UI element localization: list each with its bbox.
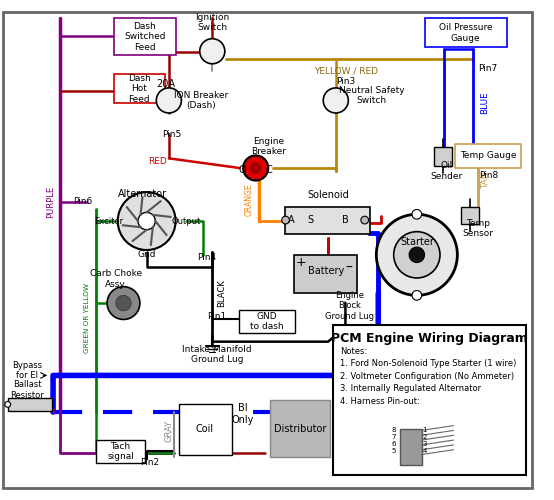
- Text: Notes:: Notes:: [340, 347, 367, 356]
- Text: Battery: Battery: [308, 266, 344, 276]
- Text: Dash
Hot
Feed: Dash Hot Feed: [128, 74, 151, 104]
- Text: 2. Voltmeter Configuration (No Ammeter): 2. Voltmeter Configuration (No Ammeter): [340, 372, 514, 381]
- Text: Tach
signal: Tach signal: [107, 442, 134, 462]
- Circle shape: [376, 214, 458, 296]
- Text: Intake Manifold
Ground Lug: Intake Manifold Ground Lug: [182, 344, 252, 364]
- Text: Temp Gauge: Temp Gauge: [460, 152, 516, 160]
- FancyBboxPatch shape: [96, 440, 145, 463]
- Text: 7: 7: [392, 434, 396, 440]
- FancyBboxPatch shape: [114, 74, 165, 104]
- Text: Oil Pressure
Gauge: Oil Pressure Gauge: [439, 23, 493, 42]
- Text: –: –: [346, 260, 353, 274]
- Text: S: S: [307, 215, 314, 225]
- FancyBboxPatch shape: [178, 404, 232, 454]
- Text: O: O: [238, 165, 246, 175]
- FancyBboxPatch shape: [285, 206, 370, 234]
- Circle shape: [107, 286, 140, 320]
- Text: ION Breaker
(Dash): ION Breaker (Dash): [173, 90, 228, 110]
- Text: PCM Engine Wiring Diagram: PCM Engine Wiring Diagram: [331, 332, 528, 345]
- Text: Output: Output: [172, 216, 201, 226]
- Text: BLACK: BLACK: [217, 280, 227, 307]
- Text: ORANGE: ORANGE: [244, 184, 253, 216]
- Text: GRAY: GRAY: [165, 420, 173, 442]
- Text: Alternator: Alternator: [118, 189, 167, 199]
- Circle shape: [409, 247, 424, 262]
- FancyBboxPatch shape: [270, 400, 330, 458]
- Text: 8: 8: [392, 428, 396, 434]
- Text: +: +: [296, 256, 306, 269]
- Text: Pin1: Pin1: [208, 312, 227, 321]
- Circle shape: [412, 210, 422, 219]
- Text: 4: 4: [422, 448, 427, 454]
- Circle shape: [200, 38, 225, 64]
- Text: Coil: Coil: [196, 424, 214, 434]
- Text: Temp
Sensor: Temp Sensor: [462, 219, 493, 238]
- FancyBboxPatch shape: [333, 326, 526, 475]
- Circle shape: [116, 296, 131, 311]
- FancyBboxPatch shape: [461, 206, 479, 224]
- Circle shape: [243, 156, 268, 180]
- Circle shape: [138, 212, 155, 230]
- Text: BI
Only: BI Only: [232, 403, 254, 425]
- Text: 6: 6: [392, 441, 396, 447]
- Circle shape: [117, 192, 176, 250]
- Text: A: A: [288, 215, 295, 225]
- Text: 3: 3: [422, 441, 427, 447]
- Text: Gnd: Gnd: [137, 250, 156, 260]
- Text: Ballast
Resistor: Ballast Resistor: [10, 380, 44, 400]
- Text: 4. Harness Pin-out:: 4. Harness Pin-out:: [340, 397, 419, 406]
- Circle shape: [412, 290, 422, 300]
- Text: B: B: [342, 215, 349, 225]
- Text: Pin6: Pin6: [73, 198, 93, 206]
- FancyBboxPatch shape: [434, 147, 452, 166]
- Text: Ignition
Switch: Ignition Switch: [195, 12, 229, 32]
- Text: Solenoid: Solenoid: [307, 190, 349, 200]
- Text: 1: 1: [422, 428, 427, 434]
- Circle shape: [361, 216, 368, 224]
- Text: 3. Internally Regulated Alternator: 3. Internally Regulated Alternator: [340, 384, 481, 394]
- Text: Engine
Block
Ground Lug: Engine Block Ground Lug: [325, 291, 374, 321]
- Circle shape: [156, 88, 181, 113]
- Text: Pin7: Pin7: [478, 64, 497, 73]
- Circle shape: [251, 163, 260, 173]
- Text: Carb Choke
Assy: Carb Choke Assy: [90, 269, 142, 288]
- Circle shape: [394, 232, 440, 278]
- Text: Distributor: Distributor: [274, 424, 326, 434]
- Text: Pin4: Pin4: [197, 253, 216, 262]
- Text: Pin2: Pin2: [140, 458, 159, 467]
- Text: Neutral Safety
Switch: Neutral Safety Switch: [338, 86, 404, 106]
- Text: Dash
Switched
Feed: Dash Switched Feed: [124, 22, 166, 52]
- Text: Exciter: Exciter: [95, 216, 124, 226]
- Text: BLUE: BLUE: [480, 91, 489, 114]
- Text: RED: RED: [148, 156, 167, 166]
- Text: Pin3: Pin3: [336, 76, 355, 86]
- FancyBboxPatch shape: [239, 310, 295, 333]
- FancyBboxPatch shape: [8, 398, 52, 411]
- Text: Starter: Starter: [400, 238, 434, 248]
- Text: 2: 2: [422, 434, 427, 440]
- FancyBboxPatch shape: [401, 428, 422, 465]
- Circle shape: [282, 216, 290, 224]
- Text: 1. Ford Non-Solenoid Type Starter (1 wire): 1. Ford Non-Solenoid Type Starter (1 wir…: [340, 360, 516, 368]
- Text: C: C: [266, 165, 273, 175]
- FancyBboxPatch shape: [3, 12, 532, 488]
- Text: GND
to dash: GND to dash: [250, 312, 284, 331]
- Text: 20A: 20A: [156, 79, 176, 89]
- Circle shape: [323, 88, 348, 113]
- FancyBboxPatch shape: [424, 18, 506, 48]
- Text: Bypass
for EI: Bypass for EI: [12, 361, 42, 380]
- Text: 5: 5: [392, 448, 396, 454]
- FancyBboxPatch shape: [114, 18, 176, 55]
- Text: Pin8: Pin8: [480, 171, 499, 180]
- Text: GREEN OR YELLOW: GREEN OR YELLOW: [84, 282, 90, 352]
- Text: PURPLE: PURPLE: [45, 186, 55, 218]
- Text: YELLOW / RED: YELLOW / RED: [315, 67, 378, 76]
- Text: TAN: TAN: [481, 172, 490, 190]
- Circle shape: [5, 402, 11, 407]
- FancyBboxPatch shape: [455, 144, 521, 168]
- Text: Pin5: Pin5: [162, 130, 181, 138]
- FancyBboxPatch shape: [294, 255, 357, 294]
- Text: Engine
Breaker: Engine Breaker: [251, 137, 286, 156]
- Text: Oil
Sender: Oil Sender: [430, 161, 463, 180]
